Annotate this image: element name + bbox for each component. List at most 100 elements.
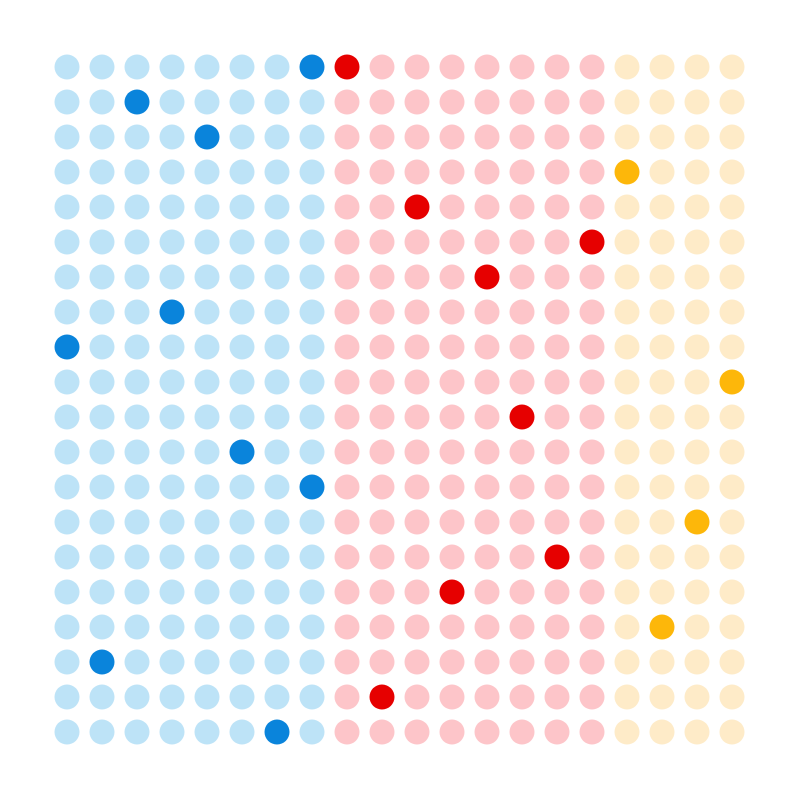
dot xyxy=(579,404,605,430)
dot xyxy=(404,124,430,150)
dot xyxy=(369,299,395,325)
dot xyxy=(439,369,465,395)
dot xyxy=(509,124,535,150)
dot xyxy=(89,124,115,150)
dot xyxy=(369,159,395,185)
dot xyxy=(474,334,500,360)
dot xyxy=(509,264,535,290)
dot xyxy=(229,474,255,500)
dot xyxy=(194,614,220,640)
dot xyxy=(334,439,360,465)
dot xyxy=(579,544,605,570)
dot xyxy=(719,579,745,605)
dot xyxy=(229,54,255,80)
dot xyxy=(439,509,465,535)
dot xyxy=(299,369,325,395)
dot xyxy=(334,369,360,395)
dot xyxy=(684,264,710,290)
dot xyxy=(369,89,395,115)
dot xyxy=(89,719,115,745)
dot xyxy=(229,369,255,395)
dot xyxy=(719,124,745,150)
dot xyxy=(194,194,220,220)
dot xyxy=(474,509,500,535)
dot xyxy=(264,54,290,80)
dot xyxy=(684,614,710,640)
dot xyxy=(649,404,675,430)
dot xyxy=(369,719,395,745)
dot xyxy=(369,579,395,605)
dot xyxy=(229,544,255,570)
dot xyxy=(299,614,325,640)
dot xyxy=(614,544,640,570)
dot xyxy=(229,684,255,710)
dot xyxy=(579,369,605,395)
dot xyxy=(89,684,115,710)
dot xyxy=(159,194,185,220)
dot xyxy=(334,614,360,640)
dot xyxy=(264,509,290,535)
dot xyxy=(299,719,325,745)
dot xyxy=(684,229,710,255)
dot xyxy=(579,719,605,745)
highlighted-dot xyxy=(509,404,535,430)
dot xyxy=(229,579,255,605)
dot xyxy=(404,229,430,255)
dot xyxy=(404,614,430,640)
dot xyxy=(544,229,570,255)
dot xyxy=(544,474,570,500)
dot xyxy=(579,334,605,360)
dot xyxy=(404,369,430,395)
dot xyxy=(684,719,710,745)
dot xyxy=(159,369,185,395)
dot xyxy=(614,229,640,255)
dot xyxy=(509,579,535,605)
dot xyxy=(264,299,290,325)
dot xyxy=(229,334,255,360)
dot xyxy=(544,404,570,430)
dot xyxy=(89,579,115,605)
dot xyxy=(649,229,675,255)
dot xyxy=(544,264,570,290)
dot xyxy=(194,299,220,325)
dot xyxy=(614,194,640,220)
dot xyxy=(124,264,150,290)
dot xyxy=(649,124,675,150)
dot xyxy=(124,229,150,255)
dot xyxy=(579,89,605,115)
dot xyxy=(544,54,570,80)
dot xyxy=(614,89,640,115)
dot xyxy=(369,194,395,220)
dot xyxy=(439,439,465,465)
dot xyxy=(579,579,605,605)
highlighted-dot xyxy=(124,89,150,115)
dot xyxy=(509,719,535,745)
highlighted-dot xyxy=(54,334,80,360)
dot xyxy=(579,474,605,500)
dot xyxy=(334,264,360,290)
highlighted-dot xyxy=(719,369,745,395)
dot xyxy=(299,264,325,290)
dot xyxy=(369,264,395,290)
dot xyxy=(649,509,675,535)
dot xyxy=(404,299,430,325)
dot xyxy=(614,474,640,500)
dot xyxy=(509,229,535,255)
dot xyxy=(264,649,290,675)
dot xyxy=(509,54,535,80)
dot xyxy=(194,719,220,745)
dot xyxy=(299,579,325,605)
dot xyxy=(544,89,570,115)
dot xyxy=(719,439,745,465)
dot xyxy=(264,579,290,605)
dot xyxy=(54,509,80,535)
dot xyxy=(194,54,220,80)
dot xyxy=(159,579,185,605)
highlighted-dot xyxy=(404,194,430,220)
dot xyxy=(404,264,430,290)
dot xyxy=(369,54,395,80)
dot xyxy=(89,299,115,325)
dot xyxy=(264,404,290,430)
dot xyxy=(719,404,745,430)
dot xyxy=(124,579,150,605)
